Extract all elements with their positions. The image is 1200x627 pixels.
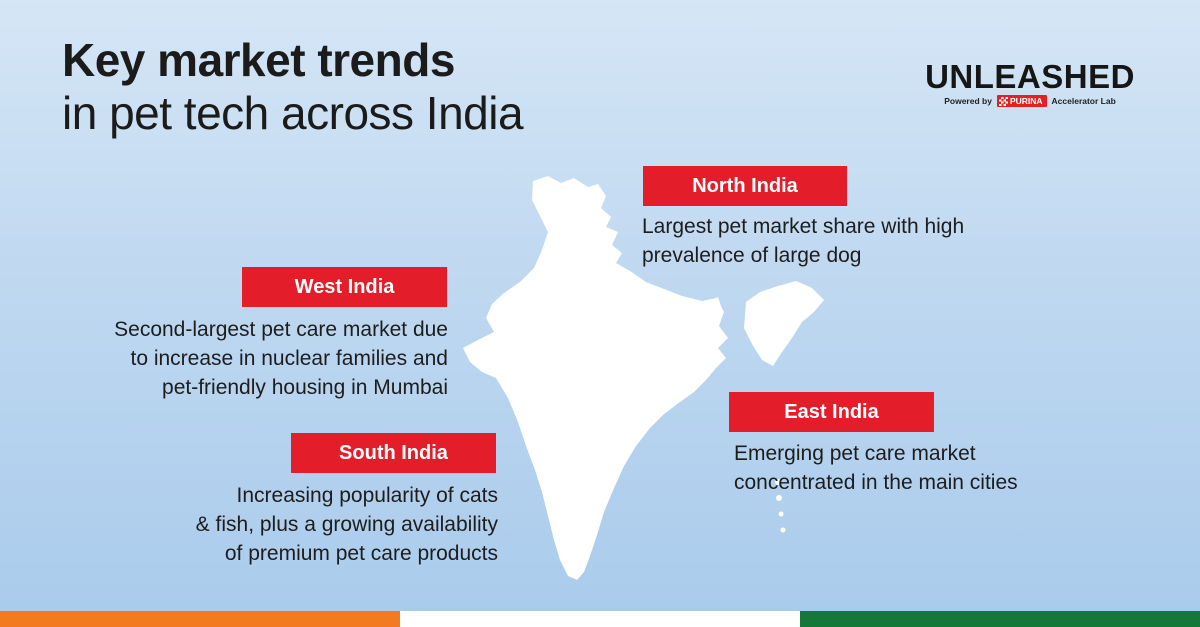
india-mainland-shape (463, 176, 728, 580)
east-line-1: Emerging pet care market (734, 442, 976, 465)
andaman-island-2 (776, 495, 782, 501)
flag-stripe-saffron (0, 611, 400, 627)
checkerboard-icon (998, 96, 1008, 106)
page-title: Key market trends in pet tech across Ind… (62, 34, 524, 140)
unleashed-logo: UNLEASHED Powered by PURINA Accelerator … (922, 60, 1138, 107)
west-line-3: pet-friendly housing in Mumbai (162, 376, 448, 399)
title-line-1: Key market trends (62, 34, 455, 86)
east-line-2: concentrated in the main cities (734, 471, 1018, 494)
northeast-india-shape (744, 281, 824, 366)
purina-label: PURINA (1009, 96, 1043, 106)
north-line-2: prevalence of large dog (642, 244, 862, 267)
purina-badge: PURINA (996, 95, 1047, 107)
south-india-tag: South India (291, 433, 496, 473)
title-line-2: in pet tech across India (62, 87, 524, 139)
flag-stripe-green (800, 611, 1200, 627)
east-india-tag: East India (729, 392, 934, 432)
north-india-description: Largest pet market share with high preva… (642, 212, 964, 270)
andaman-island-3 (778, 511, 784, 517)
andaman-island-1 (775, 479, 781, 485)
logo-powered-by: Powered by (944, 96, 992, 106)
logo-wordmark: UNLEASHED (925, 58, 1135, 95)
north-india-tag: North India (643, 166, 847, 206)
logo-subline: Powered by PURINA Accelerator Lab (922, 95, 1138, 107)
west-india-tag: West India (242, 267, 447, 307)
west-line-1: Second-largest pet care market due (114, 318, 448, 341)
flag-stripe-white (400, 611, 800, 627)
east-india-description: Emerging pet care market concentrated in… (734, 439, 1018, 497)
logo-suffix: Accelerator Lab (1051, 96, 1116, 106)
andaman-island-4 (780, 527, 786, 533)
west-india-description: Second-largest pet care market due to in… (114, 315, 448, 402)
south-line-2: & fish, plus a growing availability (195, 513, 498, 536)
south-india-description: Increasing popularity of cats & fish, pl… (196, 481, 498, 568)
north-line-1: Largest pet market share with high (642, 215, 965, 238)
south-line-1: Increasing popularity of cats (236, 484, 498, 507)
south-line-3: of premium pet care products (224, 542, 498, 565)
sikkim-shape (706, 297, 722, 315)
west-line-2: to increase in nuclear families and (130, 347, 448, 370)
